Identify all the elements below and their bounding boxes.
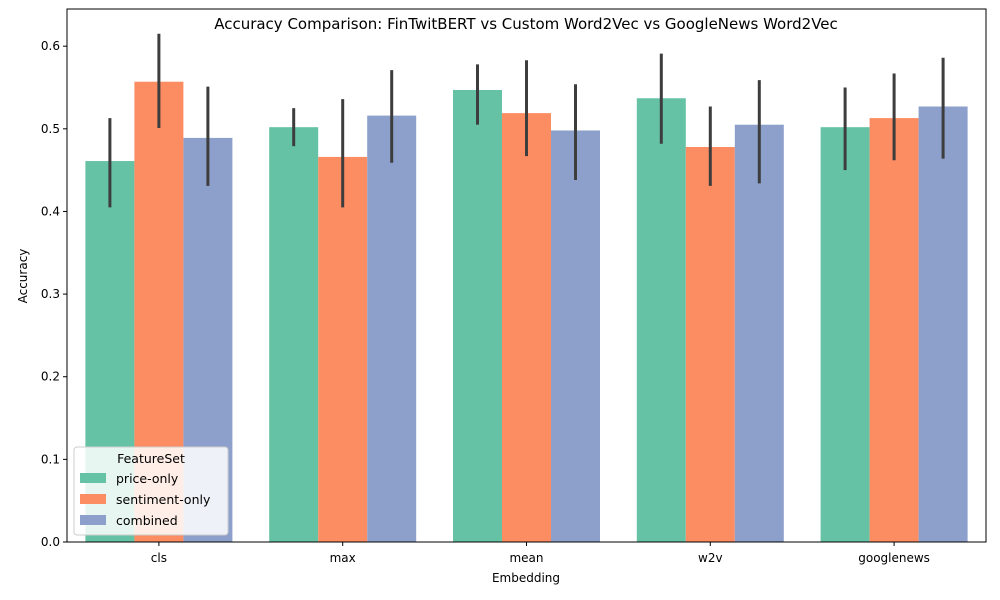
legend: FeatureSet price-only sentiment-only com… [73,446,229,536]
x-tick-label: w2v [698,551,723,565]
bar-max-combined [367,115,417,542]
errorbars-layer [108,33,945,208]
x-tick-label: googlenews [858,551,930,565]
y-tick-label: 0.0 [41,535,60,549]
bar-mean-combined [551,130,600,542]
x-tick-label: max [330,551,356,565]
x-axis: cls max mean w2v googlenews [151,542,930,565]
bar-googlenews-price-only [820,127,870,542]
legend-box [73,446,229,536]
legend-item-combined: combined [80,513,178,528]
y-tick-label: 0.5 [41,122,60,136]
bar-w2v-price-only [636,98,686,542]
x-tick-label: mean [509,551,543,565]
bar-max-price-only [269,127,319,542]
legend-item-price-only: price-only [80,471,179,486]
legend-label-sentiment-only: sentiment-only [116,492,211,507]
legend-title: FeatureSet [117,451,185,466]
y-tick-label: 0.6 [41,39,60,53]
y-tick-label: 0.2 [41,370,60,384]
bar-w2v-sentiment-only [685,147,735,542]
bar-mean-price-only [453,89,502,543]
y-axis-label: Accuracy [16,249,30,304]
bar-max-sentiment-only [318,156,368,542]
legend-swatch-sentiment-only [80,494,106,504]
chart-title: Accuracy Comparison: FinTwitBERT vs Cust… [214,15,838,33]
y-axis: 0.0 0.1 0.2 0.3 0.4 0.5 0.6 [41,39,67,549]
bars-layer [85,81,968,543]
legend-label-combined: combined [116,513,178,528]
x-tick-label: cls [151,551,167,565]
legend-label-price-only: price-only [116,471,179,486]
bar-googlenews-combined [918,106,968,543]
legend-swatch-combined [80,515,106,525]
bar-googlenews-sentiment-only [869,118,919,542]
y-tick-label: 0.1 [41,452,60,466]
bar-w2v-combined [734,124,784,542]
y-tick-label: 0.4 [41,204,60,218]
x-axis-label: Embedding [492,571,560,585]
legend-item-sentiment-only: sentiment-only [80,492,211,507]
legend-swatch-price-only [80,473,106,483]
y-tick-label: 0.3 [41,287,60,301]
bar-mean-sentiment-only [502,113,551,542]
